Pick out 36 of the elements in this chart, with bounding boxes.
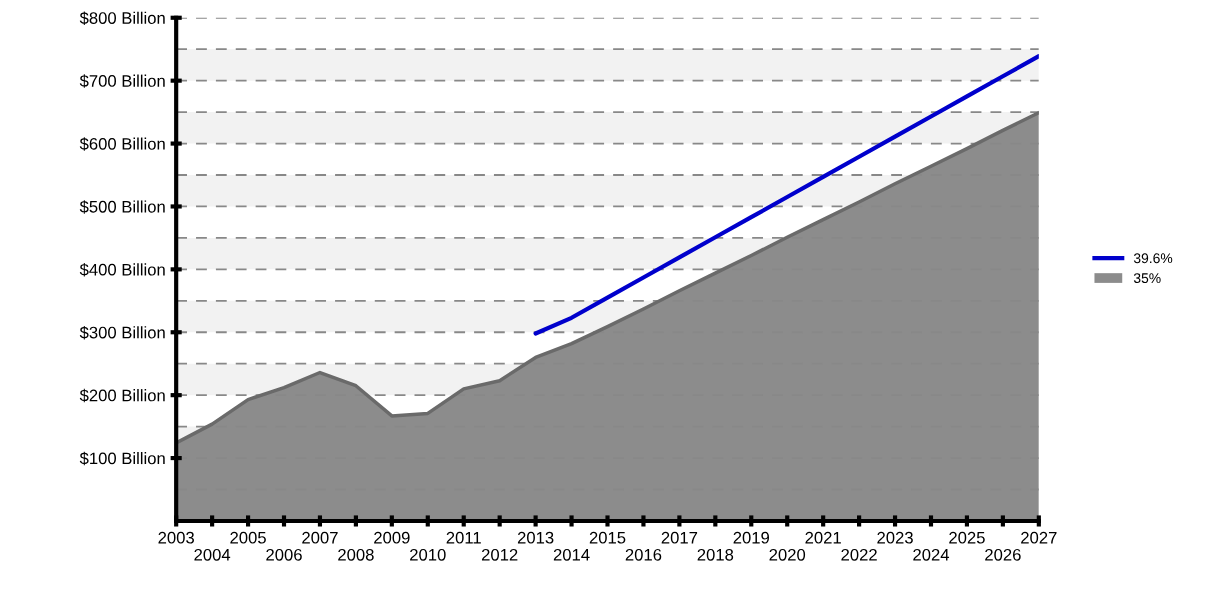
- x2-tick-label: 2016: [625, 548, 662, 561]
- x2-tick-label: 2022: [841, 548, 877, 561]
- y-tick-label: $100 Billion: [79, 451, 165, 466]
- legend-label: 39.6%: [1133, 253, 1173, 264]
- x-tick-label: 2013: [517, 531, 554, 544]
- line-series: [533, 54, 1039, 336]
- y-tick-label: $600 Billion: [79, 137, 165, 151]
- x-tick-label: 2015: [589, 531, 626, 544]
- x2-tick-label: 2004: [194, 548, 231, 561]
- x-tick-label: 2021: [805, 531, 841, 544]
- x2-tick-label: 2026: [985, 548, 1021, 561]
- x-tick-label: 2007: [302, 531, 338, 544]
- legend-label: 35%: [1133, 273, 1161, 284]
- x2-tick-label: 2024: [913, 548, 950, 561]
- x-tick-label: 2023: [877, 531, 913, 544]
- x2-tick-label: 2018: [697, 548, 734, 561]
- x2-tick-label: 2010: [410, 548, 446, 561]
- x-tick-label: 2025: [949, 531, 985, 544]
- x-tick-label: 2011: [446, 531, 481, 544]
- y-tick-label: $700 Billion: [79, 74, 165, 88]
- x2-tick-label: 2008: [338, 548, 374, 561]
- y-tick-label: $400 Billion: [79, 263, 165, 277]
- x2-tick-label: 2014: [553, 548, 590, 561]
- y-tick-label: $300 Billion: [79, 325, 165, 340]
- y-tick-label: $800 Billion: [79, 11, 165, 25]
- x2-tick-label: 2012: [481, 548, 518, 561]
- x2-tick-label: 2020: [769, 548, 806, 561]
- x-tick-label: 2019: [733, 531, 770, 544]
- x-tick-label: 2027: [1021, 531, 1057, 544]
- x2-tick-label: 2006: [266, 548, 302, 561]
- x-tick-label: 2017: [661, 531, 698, 544]
- y-tick-label: $200 Billion: [79, 388, 165, 403]
- x-tick-label: 2005: [230, 531, 266, 544]
- y-tick-label: $500 Billion: [79, 200, 165, 214]
- x-tick-label: 2009: [374, 531, 410, 544]
- x-tick-label: 2003: [158, 531, 194, 544]
